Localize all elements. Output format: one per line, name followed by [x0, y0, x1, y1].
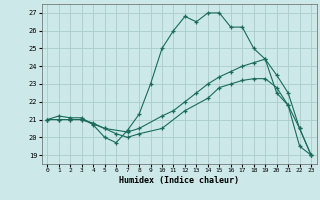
- X-axis label: Humidex (Indice chaleur): Humidex (Indice chaleur): [119, 176, 239, 185]
